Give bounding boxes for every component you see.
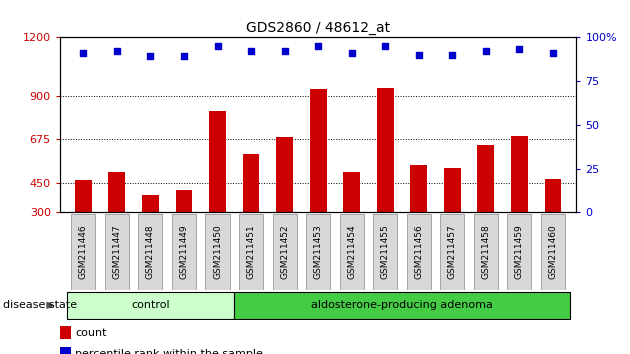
Text: GSM211447: GSM211447 [112,225,122,279]
Text: GSM211450: GSM211450 [213,225,222,280]
Bar [511,137,528,212]
Bar [60,326,71,339]
Point [346,50,357,56]
FancyBboxPatch shape [340,214,364,290]
FancyBboxPatch shape [139,214,163,290]
Text: GSM211449: GSM211449 [180,225,188,279]
Text: count: count [76,328,107,338]
Text: GSM211451: GSM211451 [246,225,256,280]
Point [514,47,524,52]
FancyBboxPatch shape [71,214,95,290]
Point [280,48,290,54]
Bar [176,190,192,212]
FancyBboxPatch shape [407,214,431,290]
Point [447,52,457,57]
Bar [410,165,427,212]
Text: GSM211459: GSM211459 [515,225,524,280]
Text: GSM211456: GSM211456 [415,225,423,280]
Point [548,50,558,56]
Bar [108,172,125,212]
FancyBboxPatch shape [440,214,464,290]
FancyBboxPatch shape [205,214,229,290]
Point [481,48,491,54]
FancyBboxPatch shape [67,292,234,319]
Bar [310,89,326,212]
Text: GSM211446: GSM211446 [79,225,88,279]
Text: GSM211454: GSM211454 [347,225,356,279]
Text: GSM211452: GSM211452 [280,225,289,279]
Bar [243,154,260,212]
FancyBboxPatch shape [234,292,570,319]
FancyBboxPatch shape [172,214,196,290]
Text: percentile rank within the sample: percentile rank within the sample [76,349,263,354]
FancyBboxPatch shape [105,214,129,290]
FancyBboxPatch shape [373,214,398,290]
Point [380,43,390,49]
Bar [343,172,360,212]
FancyBboxPatch shape [541,214,565,290]
FancyBboxPatch shape [239,214,263,290]
FancyBboxPatch shape [474,214,498,290]
Point [112,48,122,54]
Point [313,43,323,49]
Point [246,48,256,54]
Text: GSM211448: GSM211448 [146,225,155,279]
Text: GSM211455: GSM211455 [381,225,390,280]
Bar [478,145,495,212]
Text: GSM211460: GSM211460 [549,225,558,280]
Text: GSM211457: GSM211457 [448,225,457,280]
Point [414,52,424,57]
FancyBboxPatch shape [507,214,532,290]
FancyBboxPatch shape [306,214,330,290]
Text: disease state: disease state [3,300,77,310]
Bar [377,88,394,212]
Point [212,43,222,49]
Point [179,53,189,59]
FancyBboxPatch shape [273,214,297,290]
Bar [60,347,71,354]
Bar [142,195,159,212]
Text: GSM211458: GSM211458 [481,225,490,280]
Bar [75,180,92,212]
Text: GSM211453: GSM211453 [314,225,323,280]
Point [78,50,88,56]
Bar [276,137,293,212]
Bar [209,111,226,212]
Text: aldosterone-producing adenoma: aldosterone-producing adenoma [311,300,493,310]
Text: control: control [131,300,169,310]
Point [146,53,156,59]
Bar [544,179,561,212]
Title: GDS2860 / 48612_at: GDS2860 / 48612_at [246,21,390,35]
Bar [444,168,461,212]
